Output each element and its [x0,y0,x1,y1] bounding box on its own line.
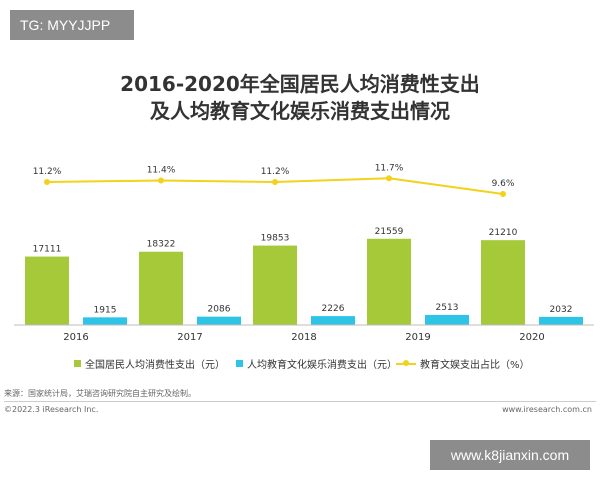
legend-label-consumption: 全国居民人均消费性支出（元） [85,360,225,371]
bar-consumption-2018 [253,245,297,325]
bar-consumption-2016 [25,256,69,325]
bar-education-2018 [311,316,355,325]
bar-layer: 17111 1915 18322 2086 19853 2226 21559 2513 2121… [25,227,583,325]
ratio-point-2019 [386,175,392,182]
copyright-text: ©2022.3 iResearch Inc. [4,405,99,414]
bar-consumption-2020 [481,240,525,325]
ratio-point-2016 [44,179,50,185]
watermark-bottom-right: www.k8jianxin.com [430,440,590,470]
ratio-line-layer: 11.2% 11.4% 11.2% 11.7% 9.6% [33,163,515,197]
watermark-top-left: TG: MYYJJPP [10,10,134,40]
footer-divider [4,401,596,402]
x-tick-layer: 2016 2017 2018 2019 2020 [63,332,544,343]
legend-swatch-ratio [396,360,416,367]
ratio-label-2016: 11.2% [33,167,62,177]
legend-item-consumption: 全国居民人均消费性支出（元） [74,356,225,371]
source-note: 来源：国家统计局，艾瑞咨询研究院自主研究及绘制。 [4,389,196,398]
ratio-label-2020: 9.6% [492,179,515,189]
legend-swatch-education [236,360,243,367]
legend-swatch-consumption [74,360,81,367]
legend-item-ratio: 教育文娱支出占比（%） [396,356,530,371]
legend-label-education: 人均教育文化娱乐消费支出（元） [247,360,397,371]
legend-item-education: 人均教育文化娱乐消费支出（元） [236,356,397,371]
label-education-2017: 2086 [208,305,231,315]
x-tick-2019: 2019 [405,332,430,343]
bar-education-2016 [83,317,127,325]
label-education-2018: 2226 [322,304,345,314]
website-text: www.iresearch.com.cn [502,405,592,414]
bar-education-2019 [425,314,469,325]
bar-education-2017 [197,316,241,325]
chart-title-line-1: 2016-2020年全国居民人均消费性支出 [120,72,480,96]
bar-education-2020 [539,316,583,325]
x-tick-2020: 2020 [519,332,544,343]
x-tick-2018: 2018 [291,332,316,343]
label-consumption-2020: 21210 [489,228,518,238]
chart-plot: 11.2% 11.4% 11.2% 11.7% 9.6% 17111 1915 18322 2… [14,163,594,343]
label-education-2020: 2032 [550,305,573,315]
bar-consumption-2019 [367,238,411,325]
ratio-label-2018: 11.2% [261,167,290,177]
ratio-point-2018 [272,179,278,185]
label-education-2019: 2513 [436,303,459,313]
ratio-label-2017: 11.4% [147,166,176,176]
x-tick-2017: 2017 [177,332,202,343]
label-consumption-2018: 19853 [261,234,290,244]
ratio-label-2019: 11.7% [375,163,404,173]
bar-consumption-2017 [139,251,183,325]
legend-label-ratio: 教育文娱支出占比（%） [420,360,530,371]
x-tick-2016: 2016 [63,332,88,343]
label-consumption-2019: 21559 [375,227,404,237]
label-consumption-2016: 17111 [33,245,62,255]
chart-title-line-2: 及人均教育文化娱乐消费支出情况 [150,99,450,123]
ratio-point-2017 [158,177,164,184]
label-education-2016: 1915 [94,305,117,315]
ratio-point-2020 [500,191,506,197]
label-consumption-2017: 18322 [147,240,176,250]
